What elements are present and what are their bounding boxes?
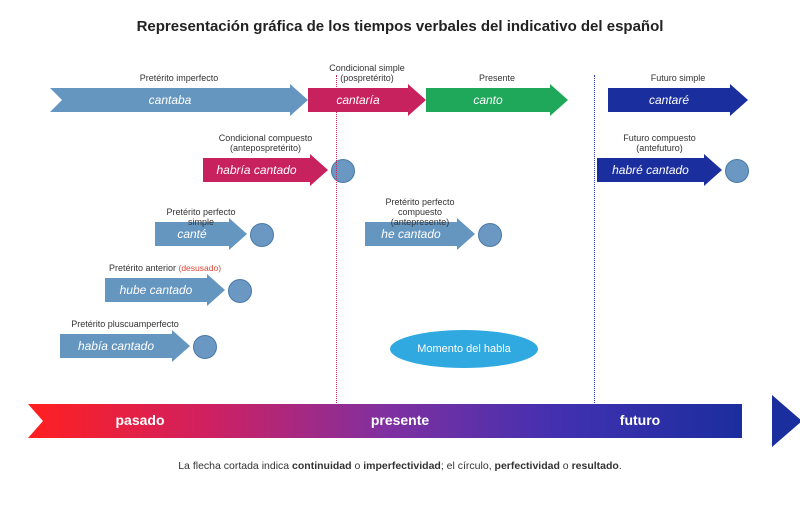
arrow-caption: Pretérito perfecto compuesto(antepresent… xyxy=(365,198,475,228)
timeline-label-presente: presente xyxy=(371,412,429,428)
arrow-head-icon xyxy=(550,84,568,116)
arrow-head-icon xyxy=(172,330,190,362)
footnote: La flecha cortada indica continuidad o i… xyxy=(0,460,800,472)
arrow-caption: Presente xyxy=(426,74,568,84)
tense-arrow: habría cantado xyxy=(203,158,328,182)
tense-arrow: cantaré xyxy=(608,88,748,112)
divider-line xyxy=(336,75,337,405)
arrow-label: habría cantado xyxy=(203,158,310,182)
arrow-head-icon xyxy=(408,84,426,116)
arrow-caption: Pretérito anterior (desusado) xyxy=(105,264,225,274)
arrow-label: canté xyxy=(155,222,229,246)
page-title: Representación gráfica de los tiempos ve… xyxy=(0,0,800,35)
perfective-dot-icon xyxy=(331,159,355,183)
timeline-head-icon xyxy=(772,395,800,447)
arrow-label: había cantado xyxy=(60,334,172,358)
arrow-caption: Pretérito perfecto simple xyxy=(155,208,247,228)
arrow-head-icon xyxy=(730,84,748,116)
timeline-label-futuro: futuro xyxy=(620,412,660,428)
tense-arrow: canté xyxy=(155,222,247,246)
arrow-head-icon xyxy=(310,154,328,186)
perfective-dot-icon xyxy=(725,159,749,183)
tense-arrow: cantaba xyxy=(50,88,308,112)
tense-arrow: he cantado xyxy=(365,222,475,246)
speech-moment: Momento del habla xyxy=(390,330,538,368)
arrow-label: cantaría xyxy=(308,88,408,112)
perfective-dot-icon xyxy=(228,279,252,303)
arrow-head-icon xyxy=(207,274,225,306)
arrow-head-icon xyxy=(229,218,247,250)
divider-line xyxy=(594,75,595,405)
timeline-label-pasado: pasado xyxy=(115,412,164,428)
tense-arrow: había cantado xyxy=(60,334,190,358)
diagram-canvas: cantaba Pretérito imperfectocantaría Condi… xyxy=(0,0,800,505)
arrow-head-icon xyxy=(704,154,722,186)
arrow-head-icon xyxy=(457,218,475,250)
arrow-caption: Pretérito imperfecto xyxy=(50,74,308,84)
arrow-label: hube cantado xyxy=(105,278,207,302)
arrow-label: canto xyxy=(426,88,550,112)
arrow-caption: Condicional compuesto(antepospretérito) xyxy=(203,134,328,154)
arrow-caption: Futuro simple xyxy=(608,74,748,84)
arrow-label: habré cantado xyxy=(597,158,704,182)
tense-arrow: cantaría xyxy=(308,88,426,112)
arrow-label: he cantado xyxy=(365,222,457,246)
arrow-caption: Futuro compuesto(antefuturo) xyxy=(597,134,722,154)
tense-arrow: canto xyxy=(426,88,568,112)
tense-arrow: habré cantado xyxy=(597,158,722,182)
perfective-dot-icon xyxy=(193,335,217,359)
arrow-caption: Pretérito pluscuamperfecto xyxy=(60,320,190,330)
perfective-dot-icon xyxy=(250,223,274,247)
tense-arrow: hube cantado xyxy=(105,278,225,302)
perfective-dot-icon xyxy=(478,223,502,247)
arrow-label: cantaré xyxy=(608,88,730,112)
arrow-caption: Condicional simple(pospretérito) xyxy=(308,64,426,84)
arrow-label: cantaba xyxy=(50,88,290,112)
arrow-head-icon xyxy=(290,84,308,116)
timeline-arrow: pasado presente futuro xyxy=(28,404,772,438)
